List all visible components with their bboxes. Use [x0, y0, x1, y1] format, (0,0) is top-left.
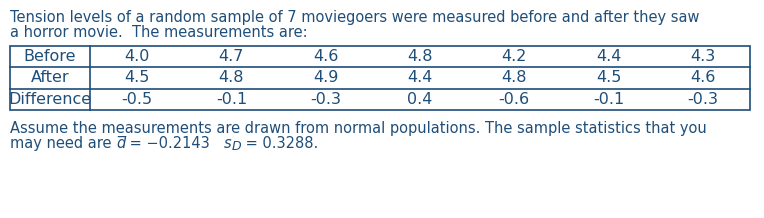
Text: 0.4: 0.4 — [407, 92, 432, 107]
Text: 4.8: 4.8 — [501, 70, 527, 85]
Text: s: s — [224, 136, 231, 151]
Text: 4.8: 4.8 — [407, 49, 432, 64]
Text: = 0.3288.: = 0.3288. — [241, 136, 319, 151]
Text: Tension levels of a random sample of 7 moviegoers were measured before and after: Tension levels of a random sample of 7 m… — [10, 10, 700, 25]
Text: -0.5: -0.5 — [121, 92, 153, 107]
Text: = −0.2143: = −0.2143 — [125, 136, 224, 151]
Text: 4.5: 4.5 — [596, 70, 621, 85]
Text: 4.4: 4.4 — [407, 70, 432, 85]
Text: may need are: may need are — [10, 136, 116, 151]
Bar — [10, 46, 750, 110]
Text: Before: Before — [24, 49, 76, 64]
Text: After: After — [31, 70, 70, 85]
Text: Difference: Difference — [8, 92, 92, 107]
Text: -0.3: -0.3 — [310, 92, 342, 107]
Text: 4.6: 4.6 — [313, 49, 338, 64]
Text: 4.7: 4.7 — [219, 49, 244, 64]
Text: 4.4: 4.4 — [596, 49, 621, 64]
Text: -0.1: -0.1 — [593, 92, 624, 107]
Text: D: D — [231, 140, 241, 153]
Text: Assume the measurements are drawn from normal populations. The sample statistics: Assume the measurements are drawn from n… — [10, 121, 707, 136]
Text: -0.6: -0.6 — [499, 92, 530, 107]
Text: 4.3: 4.3 — [690, 49, 715, 64]
Text: 4.6: 4.6 — [690, 70, 716, 85]
Text: a horror movie.  The measurements are:: a horror movie. The measurements are: — [10, 25, 308, 40]
Text: 4.8: 4.8 — [219, 70, 244, 85]
Text: 4.5: 4.5 — [125, 70, 150, 85]
Text: 4.0: 4.0 — [125, 49, 150, 64]
Text: 4.9: 4.9 — [313, 70, 338, 85]
Text: -0.3: -0.3 — [688, 92, 718, 107]
Text: 4.2: 4.2 — [502, 49, 527, 64]
Text: d̅: d̅ — [116, 136, 125, 151]
Text: -0.1: -0.1 — [215, 92, 247, 107]
